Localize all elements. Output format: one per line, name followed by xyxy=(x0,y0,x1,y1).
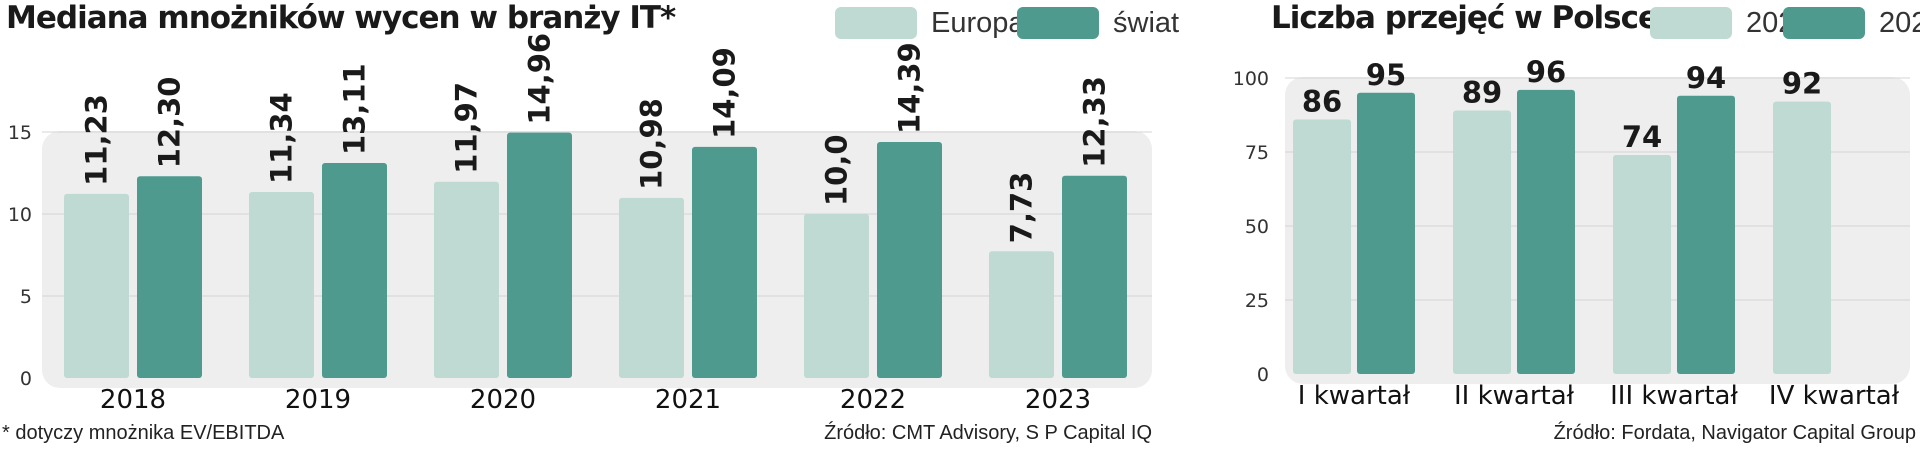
bar-świat-2023 xyxy=(1062,175,1127,378)
data-label-europa-2019: 11,34 xyxy=(265,92,299,184)
bar-świat-2022 xyxy=(877,142,942,378)
data-label-świat-2023: 12,33 xyxy=(1078,76,1112,168)
bar-2023-ii-kwartał xyxy=(1517,89,1575,374)
bar-2022-iv-kwartał xyxy=(1773,101,1831,375)
data-label-2022-i-kwartał: 86 xyxy=(1302,84,1342,118)
acquisitions-chart-panel: Liczba przejęć w Polsce 2022 2023 025507… xyxy=(1233,0,1920,450)
x-tick-label-2021: 2021 xyxy=(655,385,721,415)
bar-europa-2021 xyxy=(619,197,684,378)
data-label-2023-ii-kwartał: 96 xyxy=(1526,55,1566,89)
data-label-europa-2022: 10,0 xyxy=(820,134,854,206)
multiples-bar-chart: 0 5 10 15 11,23 12,30 2018 11,34 13,11 2019 11,97 1… xyxy=(8,33,1152,415)
bar-europa-2019 xyxy=(249,192,314,378)
legend-label-europa: Europa xyxy=(931,7,1025,39)
data-label-świat-2018: 12,30 xyxy=(153,77,187,169)
bar-2022-i-kwartał xyxy=(1293,119,1351,374)
x-tick-label-ii-kwartał: II kwartał xyxy=(1454,381,1575,411)
plot-background xyxy=(42,131,1152,388)
y-tick-label: 50 xyxy=(1245,216,1269,238)
data-label-świat-2022: 14,39 xyxy=(893,42,927,134)
data-label-2022-iii-kwartał: 74 xyxy=(1622,120,1662,154)
data-label-2022-iv-kwartał: 92 xyxy=(1782,67,1822,101)
chart-source: Źródło: Fordata, Navigator Capital Group xyxy=(1553,422,1916,444)
y-tick-label: 0 xyxy=(20,368,32,390)
chart-title: Liczba przejęć w Polsce xyxy=(1271,0,1659,36)
y-tick-label: 10 xyxy=(8,204,32,226)
x-tick-label-iii-kwartał: III kwartał xyxy=(1610,381,1738,411)
data-label-europa-2018: 11,23 xyxy=(80,94,114,186)
acquisitions-bar-chart: 0 25 50 75 100 86 95 I kwartał 89 96 II kwartał 74 9… xyxy=(1233,55,1910,411)
y-tick-label: 15 xyxy=(8,122,32,144)
y-tick-label: 25 xyxy=(1245,290,1269,312)
bar-świat-2021 xyxy=(692,146,757,378)
x-tick-label-i-kwartał: I kwartał xyxy=(1298,381,1411,411)
x-tick-label-iv-kwartał: IV kwartał xyxy=(1769,381,1900,411)
x-tick-label-2022: 2022 xyxy=(840,385,906,415)
bar-świat-2018 xyxy=(137,176,202,378)
bar-2023-i-kwartał xyxy=(1357,92,1415,375)
data-label-europa-2021: 10,98 xyxy=(635,98,669,190)
legend-label-swiat: świat xyxy=(1113,7,1180,39)
bar-2022-ii-kwartał xyxy=(1453,110,1511,374)
legend-swatch-2023 xyxy=(1783,7,1865,39)
plot-background xyxy=(1285,77,1910,384)
legend-swatch-2022 xyxy=(1650,7,1732,39)
bar-świat-2019 xyxy=(322,162,387,378)
y-tick-label: 5 xyxy=(20,286,32,308)
legend-label-2023: 2023 xyxy=(1879,7,1920,39)
data-label-świat-2019: 13,11 xyxy=(338,63,372,155)
bar-europa-2018 xyxy=(64,193,129,378)
legend-swatch-europa xyxy=(835,7,917,39)
data-label-europa-2023: 7,73 xyxy=(1005,172,1039,244)
x-tick-label-2023: 2023 xyxy=(1025,385,1091,415)
data-label-świat-2021: 14,09 xyxy=(708,47,742,139)
legend-swatch-swiat xyxy=(1017,7,1099,39)
y-tick-label: 100 xyxy=(1233,68,1269,90)
chart-title: Mediana mnożników wycen w branży IT* xyxy=(6,0,676,36)
bar-2023-iii-kwartał xyxy=(1677,95,1735,374)
bar-europa-2022 xyxy=(804,214,869,378)
data-label-2023-i-kwartał: 95 xyxy=(1366,58,1406,92)
bar-2022-iii-kwartał xyxy=(1613,154,1671,374)
y-tick-label: 0 xyxy=(1257,364,1269,386)
x-tick-label-2018: 2018 xyxy=(100,385,166,415)
chart-source: Źródło: CMT Advisory, S P Capital IQ xyxy=(824,422,1152,444)
bar-europa-2023 xyxy=(989,251,1054,378)
data-label-europa-2020: 11,97 xyxy=(450,82,484,174)
x-tick-label-2020: 2020 xyxy=(470,385,536,415)
bar-świat-2020 xyxy=(507,132,572,378)
bar-europa-2020 xyxy=(434,181,499,378)
x-tick-label-2019: 2019 xyxy=(285,385,351,415)
data-label-2023-iii-kwartał: 94 xyxy=(1686,61,1726,95)
data-label-2022-ii-kwartał: 89 xyxy=(1462,76,1502,110)
y-tick-label: 75 xyxy=(1245,142,1269,164)
chart-footnote: * dotyczy mnożnika EV/EBITDA xyxy=(2,422,285,444)
multiples-chart-panel: Mediana mnożników wycen w branży IT* Eur… xyxy=(2,0,1179,444)
data-label-świat-2020: 14,96 xyxy=(523,33,557,125)
